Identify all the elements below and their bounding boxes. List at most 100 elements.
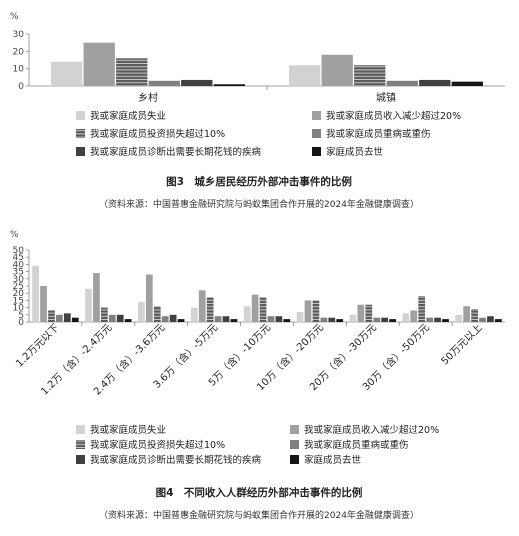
bar-long_term_illness <box>381 317 389 322</box>
legend-swatch-illness <box>290 440 299 449</box>
y-unit-label: % <box>10 230 19 240</box>
bar-job_loss <box>296 311 304 322</box>
bar-long_term_illness <box>181 79 213 86</box>
y-tick-label: 30 <box>13 275 25 285</box>
bar-death <box>124 319 132 322</box>
bar-invest_loss <box>312 300 320 322</box>
bar-income_drop <box>251 294 259 322</box>
bar-job_loss <box>349 314 357 322</box>
legend-label-death: 家庭成员去世 <box>304 454 362 466</box>
legend-swatch-invest_loss <box>76 129 85 138</box>
bar-job_loss <box>85 288 92 322</box>
figure-4-bars <box>32 265 502 322</box>
bar-invest_loss <box>259 297 267 322</box>
bar-death <box>71 317 79 322</box>
bar-invest_loss <box>365 304 373 322</box>
bar-job_loss <box>402 313 410 322</box>
bar-invest_loss <box>354 65 386 86</box>
bar-job_loss <box>32 265 39 322</box>
category-label: 50万元以上 <box>439 322 485 368</box>
legend-label-job_loss: 我或家庭成员失业 <box>90 110 166 122</box>
y-tick-label: 20 <box>13 289 25 299</box>
bar-income_drop <box>93 273 100 322</box>
bar-illness <box>214 316 222 322</box>
bar-death <box>177 319 185 322</box>
legend-swatch-long_term_illness <box>76 147 85 156</box>
bar-long_term_illness <box>116 314 124 322</box>
bar-job_loss <box>51 61 83 86</box>
bar-income_drop <box>83 42 115 86</box>
category-label: 1.2万元以下 <box>14 322 61 369</box>
bar-death <box>442 319 449 322</box>
bar-job_loss <box>243 306 251 322</box>
bar-income_drop <box>198 290 206 322</box>
bar-income_drop <box>304 300 312 322</box>
bar-invest_loss <box>116 58 148 86</box>
legend-swatch-illness <box>312 129 321 138</box>
bar-death <box>230 319 238 322</box>
figure-4-source: （资料来源：中国普惠金融研究院与蚂蚁集团合作开展的2024年金融健康调查） <box>99 509 419 521</box>
y-tick-label: 25 <box>13 282 24 292</box>
bar-death <box>389 319 396 322</box>
bar-death <box>213 84 245 86</box>
legend-label-job_loss: 我或家庭成员失业 <box>90 424 166 436</box>
bar-invest_loss <box>471 309 478 322</box>
y-tick-label: 40 <box>13 260 25 270</box>
legend-swatch-job_loss <box>76 111 85 120</box>
bar-income_drop <box>357 304 365 322</box>
figure-3-bars <box>51 42 483 86</box>
bar-invest_loss <box>418 296 426 322</box>
legend-swatch-death <box>290 455 299 464</box>
bar-death <box>451 81 483 86</box>
bar-job_loss <box>289 65 321 86</box>
bar-illness <box>267 316 275 322</box>
bar-long_term_illness <box>275 316 283 322</box>
legend-swatch-invest_loss <box>76 440 85 449</box>
legend-label-illness: 我或家庭成员重病或重伤 <box>326 128 431 140</box>
y-tick-label: 0 <box>18 318 24 328</box>
y-tick-label: 30 <box>13 30 25 40</box>
legend-label-income_drop: 我或家庭成员收入减少超过20% <box>304 424 439 436</box>
category-label: 乡村 <box>138 91 158 104</box>
figure-3-source: （资料来源：中国普惠金融研究院与蚂蚁集团合作开展的2024年金融健康调查） <box>99 198 419 210</box>
bar-long_term_illness <box>487 316 494 322</box>
bar-invest_loss <box>153 306 161 322</box>
bar-long_term_illness <box>434 317 441 322</box>
bar-long_term_illness <box>419 79 451 86</box>
bar-illness <box>320 317 328 322</box>
y-tick-label: 15 <box>13 296 24 306</box>
bar-long_term_illness <box>63 313 71 322</box>
figure-4-legend: 我或家庭成员失业 我或家庭成员收入减少超过20% 我或家庭成员投资损失超过10% 我或… <box>76 424 439 466</box>
bar-long_term_illness <box>169 314 177 322</box>
legend-label-long_term_illness: 我或家庭成员诊断出需要长期花钱的疾病 <box>90 454 262 466</box>
y-tick-label: 5 <box>18 311 24 321</box>
figure-4-title: 图4 不同收入人群经历外部冲击事件的比例 <box>156 486 363 499</box>
bar-job_loss <box>455 314 463 322</box>
y-tick-label: 35 <box>13 268 24 278</box>
bar-death <box>336 319 344 322</box>
legend-swatch-long_term_illness <box>76 455 85 464</box>
legend-label-income_drop: 我或家庭成员收入减少超过20% <box>326 110 461 122</box>
bar-illness <box>108 314 116 322</box>
bar-illness <box>148 80 180 86</box>
bar-job_loss <box>138 301 145 322</box>
bar-long_term_illness <box>222 316 230 322</box>
bar-illness <box>161 316 169 322</box>
y-tick-label: 10 <box>13 304 25 314</box>
legend-swatch-death <box>312 147 321 156</box>
bar-invest_loss <box>101 307 108 322</box>
y-tick-label: 0 <box>18 82 24 92</box>
legend-swatch-job_loss <box>76 425 85 434</box>
y-tick-label: 45 <box>13 253 24 263</box>
y-unit-label: % <box>10 12 19 22</box>
legend-label-death: 家庭成员去世 <box>326 146 384 158</box>
bar-income_drop <box>463 306 471 322</box>
bar-income_drop <box>410 310 418 322</box>
bar-death <box>283 319 291 322</box>
bar-illness <box>426 317 433 322</box>
legend-swatch-income_drop <box>290 425 299 434</box>
bar-income_drop <box>40 286 47 322</box>
y-tick-label: 20 <box>13 47 25 57</box>
